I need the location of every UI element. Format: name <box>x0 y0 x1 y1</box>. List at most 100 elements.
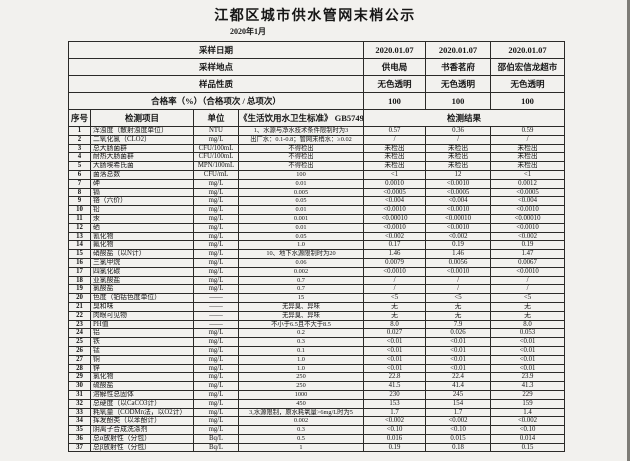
cell-item: 四氯化碳 <box>90 266 194 277</box>
cell-serial: 23 <box>68 319 91 330</box>
table-row: 21 臭和味 —— 无异臭、异味无无无 <box>68 301 566 312</box>
cell-result-1: <5 <box>363 293 427 303</box>
cell-standard: 100 <box>237 169 365 180</box>
table-row: 28 锌 mg/L 1.0 <0.01 <0.01 <0.01 <box>68 363 566 374</box>
cell-serial: 22 <box>68 310 91 321</box>
cell-item: 菌落总数 <box>90 169 194 180</box>
results-tbody: 1 浑浊度（散射浊度单位） NTU 1、水源与净水技术条件限制时为3 0.57 0.36 0… <box>68 126 566 453</box>
cell-serial: 37 <box>68 442 91 453</box>
cell-result-2: <0.10 <box>425 425 492 435</box>
table-row: 12 硒 mg/L 0.01 <0.0010 <0.0010 <0.0010 <box>68 222 566 233</box>
cell-result-1: 未检出 <box>363 152 427 163</box>
cell-item: 硫酸盐 <box>90 381 194 391</box>
sampling-location-row: 采样地点 供电局 书香茗府 邵伯宏信龙超市 <box>67 58 566 76</box>
cell-result-2: <0.00010 <box>425 213 492 224</box>
cell-standard: 不得检出 <box>237 161 365 171</box>
cell-unit: CFU/100mL <box>193 143 239 154</box>
table-row: 29 氯化物 mg/L 250 22.8 22.4 23.9 <box>68 372 566 383</box>
cell-unit: mg/L <box>193 249 239 259</box>
cell-unit: mg/L <box>193 337 239 347</box>
cell-result-3: 无 <box>490 310 566 321</box>
cell-standard: 不得检出 <box>237 152 365 163</box>
cell-result-3: <0.004 <box>490 196 566 207</box>
cell-unit: —— <box>193 310 239 321</box>
table-row: 9 铬（六价） mg/L 0.05 <0.004 <0.004 <0.004 <box>68 196 566 207</box>
cell-result-1: <0.01 <box>363 363 427 374</box>
cell-unit: mg/L <box>193 328 239 339</box>
table-row: 7 砷 mg/L 0.01 0.0010 <0.0010 0.0012 <box>68 178 566 189</box>
cell-serial: 3 <box>68 143 91 154</box>
cell-result-3: 无 <box>490 301 566 312</box>
cell-unit: MPN/100mL <box>193 161 239 171</box>
report-month: 2020年1月 <box>230 27 266 36</box>
cell-item: 硒 <box>90 222 194 233</box>
cell-result-3: 0.19 <box>490 240 566 251</box>
cell-result-3: <0.10 <box>490 425 566 435</box>
cell-unit: mg/L <box>193 257 239 268</box>
col-header-standard: 《生活饮用水卫生标准》 GB5749 <box>237 109 365 127</box>
table-row: 15 硝酸盐（以N计） mg/L 10、地下水源限制时为20 1.46 1.46 1.47 <box>68 249 566 259</box>
scanner-edge-artifact <box>627 0 630 461</box>
sampling-location-value-1: 供电局 <box>363 58 427 76</box>
cell-result-2: <0.0010 <box>425 222 492 233</box>
cell-item: 大肠埃希氏菌 <box>90 161 194 171</box>
cell-result-2: 1.7 <box>425 407 492 418</box>
cell-result-3: 41.3 <box>490 381 566 391</box>
cell-result-1: / <box>363 275 427 286</box>
cell-result-1: 0.027 <box>363 328 427 339</box>
cell-serial: 20 <box>68 293 91 303</box>
table-row: 25 铁 mg/L 0.3 <0.01 <0.01 <0.01 <box>68 337 566 347</box>
cell-standard: 0.002 <box>237 266 365 277</box>
cell-serial: 25 <box>68 337 91 347</box>
cell-result-2: 41.4 <box>425 381 492 391</box>
cell-result-2: <0.002 <box>425 416 492 427</box>
cell-unit: mg/L <box>193 240 239 251</box>
cell-item: 亚氯酸盐 <box>90 275 194 286</box>
cell-item: 汞 <box>90 213 194 224</box>
cell-result-2: 0.19 <box>425 240 492 251</box>
cell-serial: 12 <box>68 222 91 233</box>
cell-standard: 0.01 <box>237 205 365 215</box>
pass-rate-row: 合格率（%）（合格项次 / 总项次） 100 100 100 <box>67 92 566 110</box>
cell-unit: —— <box>193 319 239 330</box>
cell-result-3: 8.0 <box>490 319 566 330</box>
cell-unit: NTU <box>193 126 239 136</box>
cell-result-2: <0.0005 <box>425 187 492 198</box>
cell-result-3: <0.0005 <box>490 187 566 198</box>
cell-result-3: 未检出 <box>490 143 566 154</box>
cell-unit: mg/L <box>193 275 239 286</box>
cell-result-2: <0.0010 <box>425 266 492 277</box>
cell-result-1: <0.01 <box>363 354 427 365</box>
cell-unit: mg/L <box>193 205 239 215</box>
cell-result-2: 未检出 <box>425 161 492 171</box>
cell-result-2: 245 <box>425 389 492 400</box>
cell-result-2: <0.002 <box>425 231 492 242</box>
cell-result-3: 0.0012 <box>490 178 566 189</box>
cell-result-3: / <box>490 275 566 286</box>
cell-standard: 1.0 <box>237 240 365 251</box>
cell-result-2: 0.026 <box>425 328 492 339</box>
cell-result-3: <0.0010 <box>490 266 566 277</box>
cell-serial: 34 <box>68 416 91 427</box>
sample-property-value-3: 无色透明 <box>490 75 566 93</box>
cell-unit: mg/L <box>193 372 239 383</box>
cell-result-3: 0.0067 <box>490 257 566 268</box>
cell-result-2: 0.18 <box>425 442 492 453</box>
cell-result-1: <0.0010 <box>363 222 427 233</box>
cell-item: 耐热大肠菌群 <box>90 152 194 163</box>
table-row: 19 氯酸盐 mg/L 0.7// / <box>68 284 566 295</box>
cell-unit: mg/L <box>193 284 239 295</box>
cell-result-3: 1.4 <box>490 407 566 418</box>
cell-result-1: 无 <box>363 310 427 321</box>
cell-result-3: <0.0010 <box>490 222 566 233</box>
cell-result-1: 22.8 <box>363 372 427 383</box>
cell-serial: 26 <box>68 345 91 356</box>
cell-item: 氯酸盐 <box>90 284 194 295</box>
cell-serial: 27 <box>68 354 91 365</box>
table-row: 2 二氧化氯（CLO2） mg/L 出厂水：0.1-0.8；管网末梢水：≥0.02//… <box>68 134 566 145</box>
cell-serial: 14 <box>68 240 91 251</box>
table-row: 30 硫酸盐 mg/L 250 41.5 41.4 41.3 <box>68 381 566 391</box>
cell-item: 总α放射性（分包） <box>90 433 194 444</box>
cell-serial: 11 <box>68 213 91 224</box>
